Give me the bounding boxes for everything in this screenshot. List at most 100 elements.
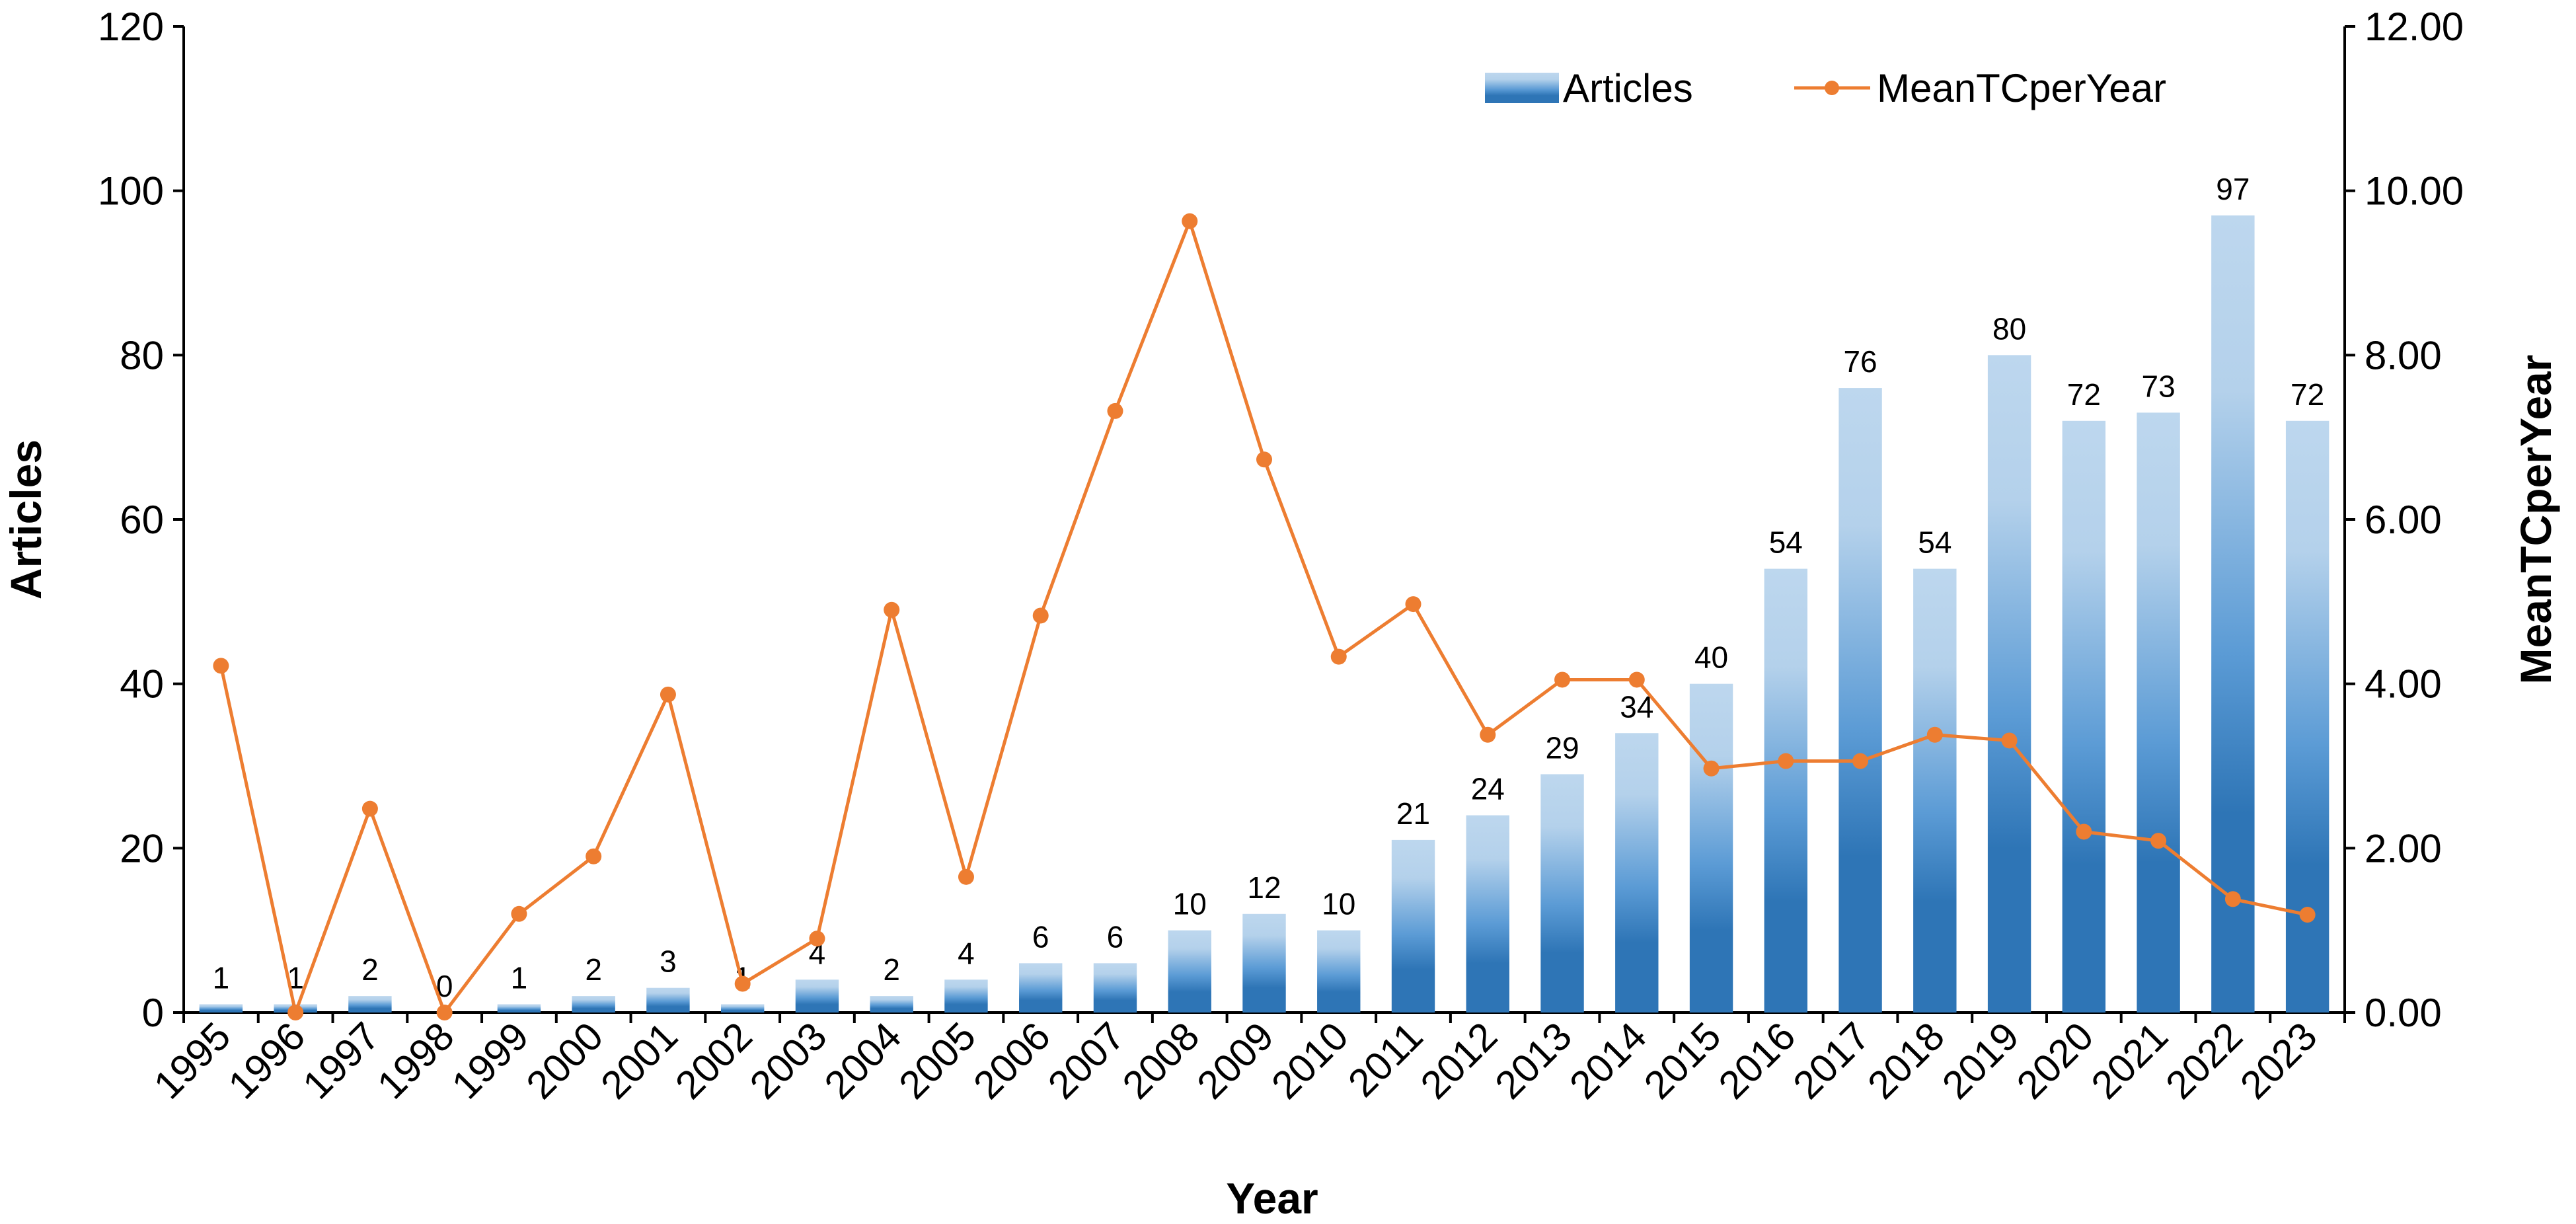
bar-label-2018: 54: [1918, 525, 1951, 560]
y2-axis-title: MeanTCperYear: [2511, 355, 2560, 685]
bar-articles-2003: [795, 979, 839, 1013]
point-meantcperyear-2015: [1703, 760, 1720, 777]
bar-label-2013: 29: [1545, 730, 1579, 765]
point-meantcperyear-2008: [1182, 213, 1198, 229]
bar-articles-2000: [572, 996, 615, 1013]
left-tick-label: 80: [120, 333, 164, 377]
x-tick-label-2000: 2000: [518, 1014, 612, 1108]
left-tick-label: 60: [120, 498, 164, 542]
point-meantcperyear-2003: [809, 931, 825, 947]
bar-label-2015: 40: [1694, 640, 1728, 675]
x-tick-label-1999: 1999: [443, 1014, 537, 1108]
bar-articles-2007: [1093, 963, 1137, 1013]
x-tick-labels: 1995199619971998199920002001200220032004…: [145, 1013, 2346, 1108]
right-tick-label: 8.00: [2365, 333, 2442, 377]
x-tick-label-2011: 2011: [1340, 1014, 1431, 1106]
x-tick-label-1997: 1997: [294, 1014, 388, 1108]
bar-articles-2010: [1317, 930, 1361, 1013]
x-tick-label-2001: 2001: [592, 1014, 686, 1108]
bar-label-2016: 54: [1769, 525, 1803, 560]
bar-label-2008: 10: [1173, 887, 1207, 921]
bar-label-2021: 73: [2142, 369, 2176, 403]
left-tick-label: 40: [120, 662, 164, 707]
x-tick-label-2023: 2023: [2232, 1014, 2326, 1108]
x-tick-label-2003: 2003: [741, 1014, 835, 1108]
point-meantcperyear-2004: [884, 601, 900, 618]
point-meantcperyear-2005: [958, 868, 974, 885]
point-meantcperyear-1996: [287, 1005, 304, 1020]
point-meantcperyear-2007: [1107, 402, 1123, 419]
bar-articles-2017: [1838, 388, 1882, 1013]
bar-label-1995: 1: [213, 961, 230, 995]
bar-articles-2005: [944, 979, 988, 1013]
point-meantcperyear-2000: [586, 848, 602, 864]
bar-label-2007: 6: [1107, 919, 1124, 954]
point-meantcperyear-2009: [1256, 451, 1272, 468]
x-tick-label-2015: 2015: [1636, 1014, 1729, 1108]
bar-articles-1995: [199, 1004, 243, 1013]
bar-label-2022: 97: [2216, 172, 2250, 206]
bar-label-2000: 2: [585, 952, 602, 987]
bar-label-2006: 6: [1032, 919, 1049, 954]
point-meantcperyear-1998: [436, 1005, 453, 1020]
bar-articles-2001: [646, 987, 690, 1013]
point-meantcperyear-2016: [1778, 753, 1794, 769]
bar-label-2001: 3: [660, 944, 677, 979]
x-tick-label-2017: 2017: [1784, 1014, 1878, 1108]
point-meantcperyear-1997: [361, 800, 378, 817]
point-meantcperyear-2017: [1852, 753, 1869, 769]
point-meantcperyear-2023: [2299, 907, 2316, 923]
bar-articles-2009: [1242, 913, 1286, 1013]
x-tick-label-1998: 1998: [369, 1014, 463, 1108]
x-tick-label-2014: 2014: [1561, 1014, 1655, 1108]
bar-articles-1997: [348, 996, 392, 1013]
x-tick-label-2012: 2012: [1412, 1014, 1506, 1108]
bar-label-2023: 72: [2291, 377, 2324, 412]
x-tick-label-2008: 2008: [1114, 1014, 1208, 1108]
point-meantcperyear-2022: [2224, 891, 2241, 907]
point-meantcperyear-2012: [1480, 726, 1496, 743]
bar-label-1997: 2: [361, 952, 379, 987]
right-tick-label: 0.00: [2365, 991, 2442, 1035]
right-tick-label: 4.00: [2365, 662, 2442, 707]
point-meantcperyear-2010: [1330, 648, 1347, 665]
x-tick-label-2004: 2004: [816, 1014, 910, 1108]
point-meantcperyear-2018: [1926, 726, 1943, 743]
point-meantcperyear-1999: [511, 905, 527, 922]
bar-series: [199, 215, 2330, 1013]
line-series: [213, 213, 2316, 1020]
right-tick-label: 6.00: [2365, 498, 2442, 542]
left-tick-label: 100: [98, 169, 164, 213]
x-tick-label-2005: 2005: [890, 1014, 984, 1108]
bar-label-2004: 2: [883, 952, 900, 987]
bar-articles-2016: [1764, 568, 1808, 1013]
bar-articles-2013: [1540, 774, 1584, 1013]
right-tick-label: 2.00: [2365, 826, 2442, 870]
x-tick-label-2010: 2010: [1263, 1014, 1357, 1108]
bar-articles-2020: [2062, 420, 2106, 1013]
left-tick-label: 120: [98, 5, 164, 49]
bar-articles-2018: [1913, 568, 1957, 1013]
point-meantcperyear-2013: [1554, 671, 1571, 688]
bar-articles-2021: [2137, 412, 2180, 1013]
right-tick-label: 10.00: [2365, 169, 2464, 213]
right-tick-label: 12.00: [2365, 5, 2464, 49]
bar-label-2005: 4: [958, 936, 975, 970]
left-tick-labels: 0 20 40 60 80 100 120: [98, 5, 184, 1035]
x-tick-label-2009: 2009: [1188, 1014, 1282, 1108]
x-tick-label-2016: 2016: [1710, 1014, 1804, 1108]
right-tick-labels: 0.00 2.00 4.00 6.00 8.00 10.00 12.00: [2345, 5, 2464, 1035]
bar-articles-2012: [1466, 815, 1509, 1013]
x-tick-label-2007: 2007: [1040, 1014, 1133, 1108]
bar-articles-2011: [1391, 839, 1435, 1013]
bar-label-2011: 21: [1396, 796, 1430, 831]
x-tick-label-2020: 2020: [2008, 1014, 2102, 1108]
point-meantcperyear-2014: [1628, 671, 1645, 688]
x-tick-label-2019: 2019: [1934, 1014, 2027, 1108]
x-tick-label-2006: 2006: [965, 1014, 1059, 1108]
legend: Articles MeanTCperYear: [1485, 66, 2166, 110]
point-meantcperyear-2019: [2001, 732, 2018, 749]
bar-articles-2014: [1615, 733, 1659, 1013]
